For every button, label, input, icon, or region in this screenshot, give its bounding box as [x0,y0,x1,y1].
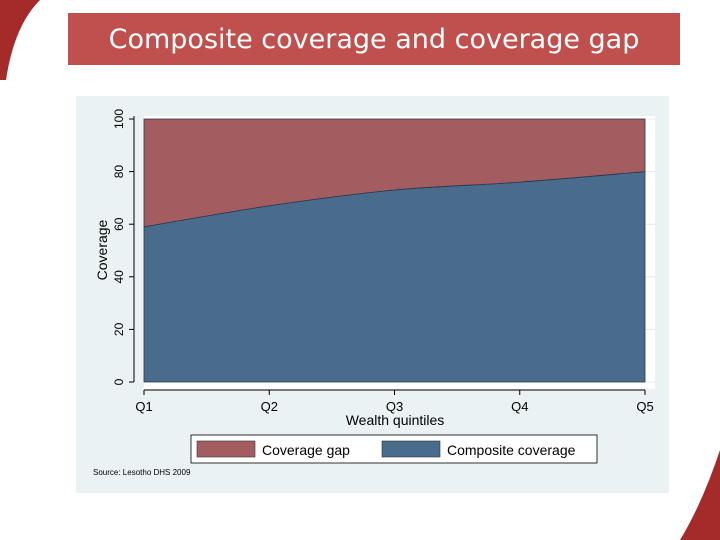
y-tick-label: 60 [112,217,126,231]
x-axis-title: Wealth quintiles [346,412,445,428]
legend-swatch-coverage-gap [196,440,256,458]
corner-decoration-top-left [0,0,40,80]
y-tick-label: 100 [112,109,126,129]
chart-panel: 0 20 40 60 80 100 Q1 Q2 Q3 Q4 Q5 Coverage Wealth … [76,96,669,493]
slide-title: Composite coverage and coverage gap [68,13,680,65]
area-coverage-gap [143,118,646,228]
area-chart: 0 20 40 60 80 100 Q1 Q2 Q3 Q4 Q5 Coverage Wealth … [93,109,655,477]
source-note: Source: Lesotho DHS 2009 [93,468,191,477]
corner-decoration-bottom-right [680,450,720,540]
x-tick-label: Q3 [386,399,403,414]
y-tick-label: 20 [112,322,126,336]
x-tick-label: Q5 [636,399,653,414]
x-tick-label: Q2 [261,399,278,414]
area-series [143,118,646,383]
legend: Coverage gap Composite coverage [190,434,598,464]
y-tick-label: 0 [112,378,126,385]
legend-label-composite-coverage: Composite coverage [447,442,576,458]
legend-swatch-composite-coverage [381,440,441,458]
legend-label-coverage-gap: Coverage gap [262,442,350,458]
y-tick-label: 80 [112,165,126,179]
y-ticks: 0 20 40 60 80 100 [112,109,134,385]
y-axis-title: Coverage [94,219,110,280]
x-tick-label: Q4 [511,399,528,414]
x-tick-label: Q1 [135,399,152,414]
y-tick-label: 40 [112,270,126,284]
x-ticks: Q1 Q2 Q3 Q4 Q5 [135,390,654,414]
